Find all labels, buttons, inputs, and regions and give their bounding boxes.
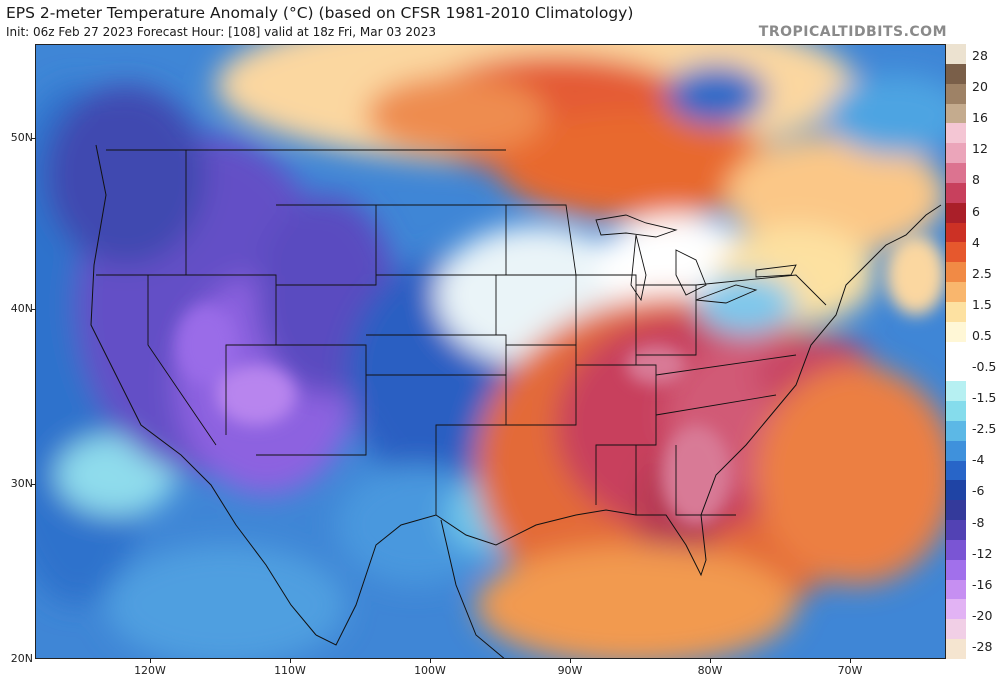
forecast-info: Init: 06z Feb 27 2023 Forecast Hour: [10… (6, 25, 436, 39)
lat-label-30n: 30N (10, 477, 33, 490)
lon-label-100w: 100W (414, 664, 446, 677)
state-borders (96, 149, 827, 516)
colorbar-label: -8 (972, 514, 985, 530)
colorbar-cell (946, 282, 966, 303)
colorbar-cell (946, 44, 966, 65)
great-lakes (595, 214, 797, 304)
colorbar-cell (946, 480, 966, 501)
colorbar-cell (946, 321, 966, 343)
colorbar-cell (946, 63, 966, 85)
colorbar-label: 16 (972, 110, 988, 126)
colorbar-cell (946, 381, 966, 402)
lat-tick (31, 138, 35, 139)
lon-label-110w: 110W (274, 664, 306, 677)
colorbar-label: -20 (972, 607, 993, 623)
colorbar-label: -12 (972, 545, 993, 561)
lon-tick (710, 659, 711, 663)
lon-tick (570, 659, 571, 663)
lon-label-90w: 90W (557, 664, 583, 677)
colorbar-label: 20 (972, 79, 988, 95)
lon-tick (430, 659, 431, 663)
colorbar-cell (946, 83, 966, 104)
colorbar-cell (946, 619, 966, 640)
colorbar-label: -1.5 (972, 390, 997, 406)
lon-label-120w: 120W (134, 664, 166, 677)
colorbar-cell (946, 460, 966, 481)
colorbar-cell (946, 262, 966, 283)
colorbar-cell (946, 420, 966, 442)
colorbar-cell (946, 163, 966, 184)
lon-tick (150, 659, 151, 663)
colorbar-label: -0.5 (972, 359, 997, 375)
colorbar-cell (946, 242, 966, 263)
lon-tick (850, 659, 851, 663)
colorbar-cell (946, 103, 966, 124)
colorbar-label: -6 (972, 483, 985, 499)
colorbar-label: -4 (972, 452, 985, 468)
colorbar-cell (946, 579, 966, 600)
temperature-anomaly-map (35, 44, 946, 659)
colorbar-cell (946, 123, 966, 144)
lat-label-50n: 50N (10, 131, 33, 144)
map-title: EPS 2-meter Temperature Anomaly (°C) (ba… (6, 4, 634, 22)
lon-label-70w: 70W (837, 664, 863, 677)
colorbar (946, 44, 966, 660)
colorbar-label: -2.5 (972, 421, 997, 437)
colorbar-cell (946, 500, 966, 521)
lat-label-20n: 20N (10, 652, 33, 665)
colorbar-cell (946, 143, 966, 164)
colorbar-cell (946, 202, 966, 224)
colorbar-cell (946, 341, 966, 362)
colorbar-cell (946, 401, 966, 422)
colorbar-label: -16 (972, 576, 993, 592)
colorbar-label: 0.5 (972, 327, 992, 343)
brand-label: TROPICALTIDBITS.COM (758, 24, 947, 40)
colorbar-label: 1.5 (972, 296, 992, 312)
colorbar-cell (946, 559, 966, 581)
colorbar-cell (946, 539, 966, 561)
colorbar-cell (946, 639, 966, 660)
colorbar-label: 12 (972, 141, 988, 157)
colorbar-label: 2.5 (972, 265, 992, 281)
colorbar-cell (946, 440, 966, 462)
anomaly-detail (176, 235, 945, 525)
colorbar-cell (946, 599, 966, 620)
lon-tick (290, 659, 291, 663)
colorbar-label: 28 (972, 48, 988, 63)
coastlines (90, 144, 942, 658)
map-canvas (36, 45, 945, 658)
lat-label-40n: 40N (10, 302, 33, 315)
colorbar-cell (946, 301, 966, 323)
lat-tick (31, 484, 35, 485)
colorbar-label: -28 (972, 639, 993, 654)
colorbar-label: 6 (972, 203, 980, 219)
colorbar-cell (946, 361, 966, 382)
colorbar-label: 4 (972, 234, 980, 250)
lat-tick (31, 309, 35, 310)
colorbar-cell (946, 222, 966, 243)
colorbar-cell (946, 520, 966, 541)
lon-label-80w: 80W (697, 664, 723, 677)
colorbar-cell (946, 182, 966, 204)
colorbar-label: 8 (972, 172, 980, 188)
